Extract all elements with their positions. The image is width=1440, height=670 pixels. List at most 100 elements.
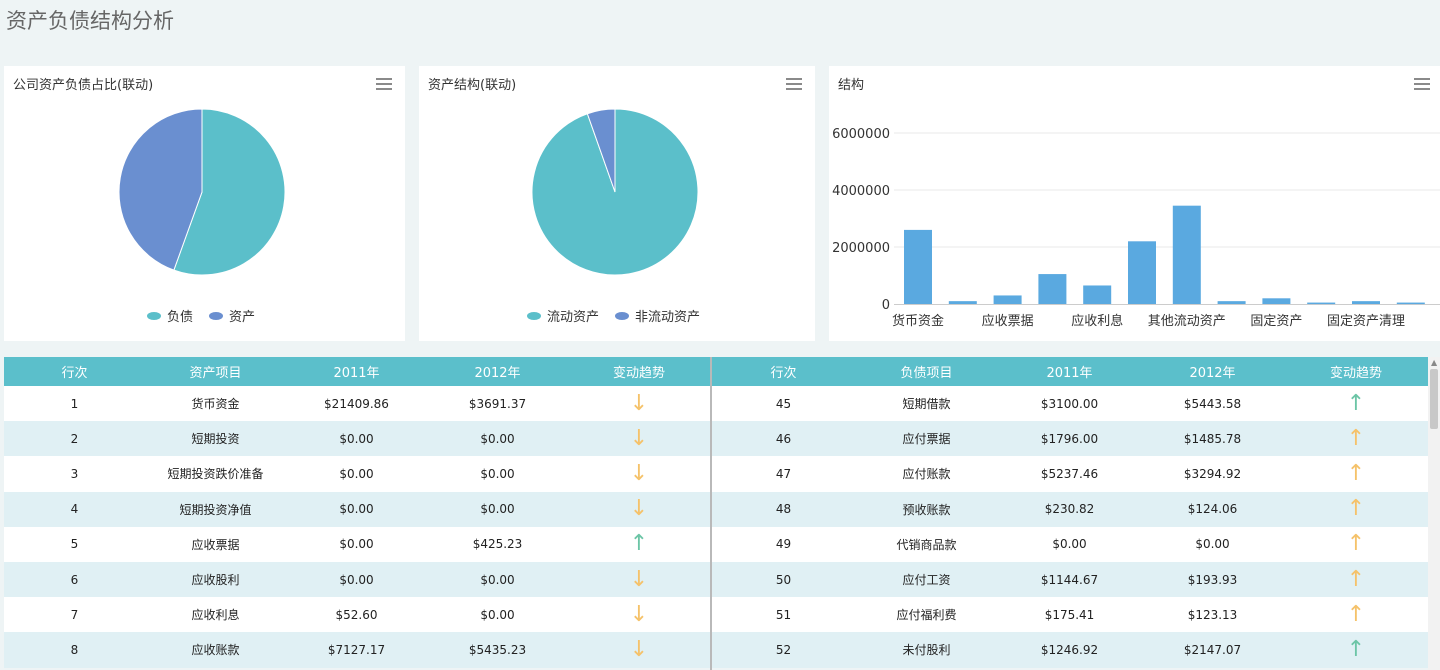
arrow-down-icon: ↓ xyxy=(629,566,649,592)
column-header[interactable]: 变动趋势 xyxy=(568,357,710,386)
column-header[interactable]: 行次 xyxy=(4,357,145,386)
legend-symbol-icon xyxy=(615,311,630,320)
bar[interactable] xyxy=(904,229,932,304)
table-cell-trend: ↑ xyxy=(1284,456,1428,492)
table-cell-trend: ↓ xyxy=(568,456,710,492)
legend-item[interactable]: 流动资产 xyxy=(527,306,599,325)
table-row[interactable]: 1 货币资金 $21409.86 $3691.37 ↓ xyxy=(4,386,710,422)
table-cell-trend: ↑ xyxy=(1284,491,1428,527)
legend-label: 非流动资产 xyxy=(635,310,701,325)
legend-label: 资产 xyxy=(229,310,256,325)
table-cell-line: 3 xyxy=(4,456,145,492)
table-cell-y2012: $5443.58 xyxy=(1141,386,1284,422)
column-header[interactable]: 2012年 xyxy=(427,357,568,386)
table-row[interactable]: 52 未付股利 $1246.92 $2147.07 ↑ xyxy=(712,632,1428,668)
pie-slice[interactable] xyxy=(586,108,616,193)
table-cell-y2011: $1246.92 xyxy=(998,632,1141,668)
table-cell-line: 47 xyxy=(712,456,855,492)
liability-table: 行次 负债项目 2011年 2012年 变动趋势 45 短期借款 $3100.00 $5443… xyxy=(712,357,1428,668)
column-header[interactable]: 负债项目 xyxy=(855,357,998,386)
bar[interactable] xyxy=(993,295,1022,304)
table-cell-line: 51 xyxy=(712,597,855,633)
table-cell-item: 短期投资净值 xyxy=(145,491,286,527)
table-row[interactable]: 2 短期投资 $0.00 $0.00 ↓ xyxy=(4,421,710,457)
arrow-up-icon: ↑ xyxy=(1346,601,1366,627)
column-header[interactable]: 资产项目 xyxy=(145,357,286,386)
table-cell-y2012: $0.00 xyxy=(427,561,568,598)
table-cell-y2012: $193.93 xyxy=(1141,561,1284,598)
table-cell-line: 6 xyxy=(4,561,145,598)
bar[interactable] xyxy=(1038,274,1067,304)
x-tick-label: 固定资产 xyxy=(1250,314,1302,329)
legend-item[interactable]: 资产 xyxy=(209,306,255,325)
table-row[interactable]: 46 应付票据 $1796.00 $1485.78 ↑ xyxy=(712,421,1428,457)
table-cell-item: 未付股利 xyxy=(855,632,998,668)
column-header[interactable]: 2011年 xyxy=(286,357,427,386)
bar[interactable] xyxy=(1307,302,1336,305)
table-cell-y2012: $3691.37 xyxy=(427,386,568,422)
pie-slice[interactable] xyxy=(118,108,203,271)
table-row[interactable]: 5 应收票据 $0.00 $425.23 ↑ xyxy=(4,526,710,562)
table-row[interactable]: 7 应收利息 $52.60 $0.00 ↓ xyxy=(4,597,710,633)
bar-chart-structure[interactable]: 0 2000000 4000000 6000000 货币资金 应收票据 应收利息 其他流动资产… xyxy=(829,66,1440,341)
column-header[interactable]: 变动趋势 xyxy=(1284,357,1428,386)
table-cell-line: 4 xyxy=(4,491,145,527)
table-row[interactable]: 3 短期投资跌价准备 $0.00 $0.00 ↓ xyxy=(4,456,710,492)
table-cell-y2012: $425.23 xyxy=(427,526,568,562)
bar[interactable] xyxy=(1352,301,1380,304)
scroll-thumb[interactable] xyxy=(1430,369,1438,429)
x-tick-label: 应收利息 xyxy=(1071,313,1123,329)
table-cell-trend: ↓ xyxy=(568,491,710,527)
chart-menu-icon[interactable] xyxy=(1414,78,1430,91)
table-cell-line: 1 xyxy=(4,386,145,422)
bar[interactable] xyxy=(1396,302,1425,305)
column-header[interactable]: 行次 xyxy=(712,357,855,386)
arrow-up-icon: ↑ xyxy=(1346,531,1366,557)
table-cell-line: 8 xyxy=(4,632,145,668)
legend-label: 流动资产 xyxy=(547,310,600,325)
table-cell-trend: ↓ xyxy=(568,561,710,598)
table-row[interactable]: 8 应收账款 $7127.17 $5435.23 ↓ xyxy=(4,632,710,668)
column-header[interactable]: 2012年 xyxy=(1141,357,1284,386)
bar[interactable] xyxy=(1262,298,1291,304)
table-cell-y2012: $0.00 xyxy=(1141,526,1284,562)
table-cell-y2012: $0.00 xyxy=(427,456,568,492)
table-cell-item: 应付票据 xyxy=(855,421,998,457)
table-scrollbar[interactable]: ▲ xyxy=(1428,357,1440,670)
pie-panel-asset-structure: 资产结构(联动) 流动资产 非流动资产 xyxy=(419,66,815,341)
pie-chart-asset-liability[interactable] xyxy=(4,66,405,341)
table-divider xyxy=(710,357,712,670)
bar[interactable] xyxy=(1128,241,1156,304)
table-cell-y2011: $52.60 xyxy=(286,597,427,633)
legend-item[interactable]: 非流动资产 xyxy=(615,306,700,325)
table-cell-y2011: $0.00 xyxy=(998,526,1141,562)
table-cell-item: 短期投资跌价准备 xyxy=(145,456,286,492)
table-cell-y2011: $0.00 xyxy=(286,491,427,527)
table-row[interactable]: 50 应付工资 $1144.67 $193.93 ↑ xyxy=(712,561,1428,598)
table-cell-trend: ↑ xyxy=(1284,597,1428,633)
table-row[interactable]: 51 应付福利费 $175.41 $123.13 ↑ xyxy=(712,597,1428,633)
bar[interactable] xyxy=(1083,285,1112,304)
legend-item[interactable]: 负债 xyxy=(147,306,193,325)
panel-title: 公司资产负债占比(联动) xyxy=(13,78,154,93)
pie-chart-asset-structure[interactable] xyxy=(419,66,815,341)
table-row[interactable]: 47 应付账款 $5237.46 $3294.92 ↑ xyxy=(712,456,1428,492)
table-row[interactable]: 6 应收股利 $0.00 $0.00 ↓ xyxy=(4,561,710,598)
table-cell-item: 短期借款 xyxy=(855,386,998,422)
bar[interactable] xyxy=(948,301,977,304)
pie-slice[interactable] xyxy=(173,108,286,276)
bar[interactable] xyxy=(1172,205,1201,304)
table-row[interactable]: 45 短期借款 $3100.00 $5443.58 ↑ xyxy=(712,386,1428,422)
legend-symbol-icon xyxy=(527,311,541,320)
chart-menu-icon[interactable] xyxy=(376,78,392,91)
arrow-down-icon: ↓ xyxy=(629,390,649,416)
x-tick-label: 其他流动资产 xyxy=(1148,314,1226,329)
bar[interactable] xyxy=(1217,301,1246,304)
table-row[interactable]: 48 预收账款 $230.82 $124.06 ↑ xyxy=(712,491,1428,527)
scroll-up-icon[interactable]: ▲ xyxy=(1431,358,1438,367)
table-row[interactable]: 4 短期投资净值 $0.00 $0.00 ↓ xyxy=(4,491,710,527)
column-header[interactable]: 2011年 xyxy=(998,357,1141,386)
table-cell-y2012: $0.00 xyxy=(427,421,568,457)
table-row[interactable]: 49 代销商品款 $0.00 $0.00 ↑ xyxy=(712,526,1428,562)
chart-menu-icon[interactable] xyxy=(786,78,802,91)
